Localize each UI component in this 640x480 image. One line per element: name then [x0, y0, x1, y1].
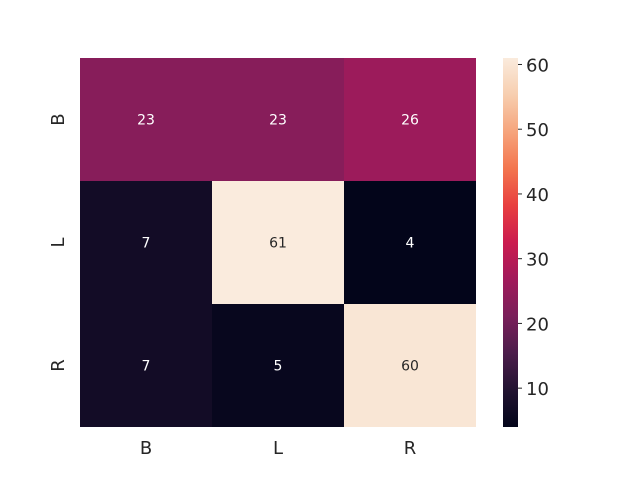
cell-value-label: 26 [401, 113, 419, 129]
colorbar-tick-label-30: 30 [526, 250, 549, 271]
heatmap-cell-L-L [212, 181, 344, 304]
heatmap-cell-R-L [212, 304, 344, 427]
colorbar-tick-label-10: 10 [526, 379, 549, 400]
cell-value-label: 7 [142, 236, 151, 252]
colorbar-gradient [503, 58, 518, 427]
heatmap-cell-R-R [344, 304, 476, 427]
x-tick-label-L: L [273, 438, 283, 459]
colorbar-tick-label-60: 60 [526, 55, 549, 76]
cell-value-label: 61 [269, 236, 287, 252]
cell-value-label: 4 [406, 236, 415, 252]
cell-value-label: 60 [401, 359, 419, 375]
heatmap-cell-L-R [344, 181, 476, 304]
y-tick-label-L: L [48, 237, 69, 247]
heatmap-cell-B-R [344, 58, 476, 181]
x-tick-label-R: R [404, 438, 417, 459]
y-axis-ticks: B L R [48, 113, 69, 371]
colorbar-tick-label-40: 40 [526, 185, 549, 206]
cell-value-label: 7 [142, 359, 151, 375]
colorbar: 10 20 30 40 50 60 [503, 55, 549, 427]
heatmap-cell-B-L [212, 58, 344, 181]
heatmap-cells [80, 58, 476, 427]
y-tick-label-R: R [48, 359, 69, 372]
heatmap-cell-R-B [80, 304, 212, 427]
heatmap-cell-labels: 23 23 26 7 61 4 7 5 60 [137, 113, 419, 375]
cell-value-label: 23 [137, 113, 155, 129]
colorbar-tick-label-20: 20 [526, 314, 549, 335]
heatmap-cell-L-B [80, 181, 212, 304]
colorbar-tick-label-50: 50 [526, 120, 549, 141]
cell-value-label: 23 [269, 113, 287, 129]
heatmap-cell-B-B [80, 58, 212, 181]
x-tick-label-B: B [140, 438, 152, 459]
y-tick-label-B: B [48, 113, 69, 125]
cell-value-label: 5 [274, 359, 283, 375]
